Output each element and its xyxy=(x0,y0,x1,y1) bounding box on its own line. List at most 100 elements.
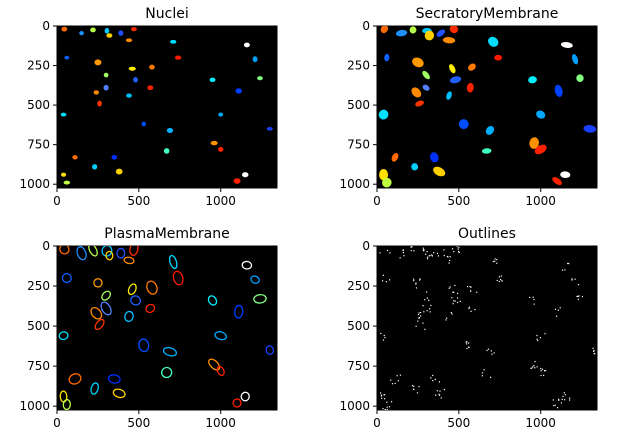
secretory-blob xyxy=(436,29,446,37)
plasma-membrane-objects xyxy=(58,246,275,410)
y-tick-label: 0 xyxy=(42,19,50,33)
outline-pixel xyxy=(443,254,445,257)
outline-pixel xyxy=(385,281,387,283)
outline-pixel xyxy=(476,291,478,293)
nucleus-blob xyxy=(111,154,118,160)
outline-pixel xyxy=(544,370,547,372)
outline-pixel xyxy=(491,353,493,355)
outline-pixel xyxy=(457,250,460,253)
outline-pixel xyxy=(498,280,500,283)
outline-pixel xyxy=(418,317,420,319)
nucleus-blob xyxy=(141,121,147,127)
outline-pixel xyxy=(501,280,503,282)
x-tick-label: 500 xyxy=(447,416,470,430)
outline-pixel xyxy=(449,256,451,258)
outline-pixel xyxy=(564,394,567,396)
outline-pixel xyxy=(432,374,434,377)
outline-pixel xyxy=(487,348,490,350)
nucleus-blob xyxy=(166,127,174,133)
outline-pixel xyxy=(494,260,496,262)
secretory-blob xyxy=(534,144,547,155)
outline-pixel xyxy=(453,291,455,293)
secretory-blob xyxy=(430,152,439,163)
membrane-ring xyxy=(233,304,244,319)
nucleus-blob xyxy=(94,59,102,66)
outline-pixel xyxy=(445,319,447,321)
outline-pixel xyxy=(402,252,405,254)
outline-pixel xyxy=(390,379,392,381)
outline-pixel xyxy=(420,315,422,317)
nucleus-blob xyxy=(233,178,241,184)
outline-pixel xyxy=(500,275,502,277)
outline-pixel xyxy=(429,308,431,310)
outline-pixel xyxy=(560,402,563,404)
secretory-blob xyxy=(379,168,389,181)
outline-pixel xyxy=(557,309,559,311)
outline-pixel xyxy=(424,328,426,331)
membrane-ring xyxy=(112,388,126,399)
outline-pixel xyxy=(581,295,584,298)
membrane-ring xyxy=(123,256,135,265)
outline-pixel xyxy=(451,297,453,299)
outline-pixel xyxy=(568,399,571,401)
nucleus-blob xyxy=(252,56,258,63)
outline-pixel xyxy=(426,310,428,312)
outline-pixel xyxy=(465,341,467,343)
outline-pixel xyxy=(380,394,382,396)
outline-pixel xyxy=(386,406,388,408)
outline-pixel xyxy=(418,316,421,319)
outline-pixel xyxy=(435,394,437,396)
outline-pixel xyxy=(381,395,383,397)
outline-pixel xyxy=(379,252,381,254)
outline-pixel xyxy=(443,249,445,251)
x-tick-label: 0 xyxy=(53,194,61,208)
outline-pixel xyxy=(426,258,429,260)
outline-pixel xyxy=(536,334,538,337)
outline-pixel xyxy=(391,383,394,385)
outline-pixel xyxy=(382,339,385,341)
outline-pixel xyxy=(456,297,459,299)
nucleus-blob xyxy=(170,39,177,44)
outline-pixel xyxy=(389,279,391,281)
membrane-ring xyxy=(101,290,111,301)
secretory-blob xyxy=(442,37,456,44)
outline-pixel xyxy=(449,286,451,288)
membrane-ring xyxy=(58,331,69,341)
membrane-ring xyxy=(240,391,250,402)
outline-pixel xyxy=(559,307,561,309)
nucleus-blob xyxy=(241,172,249,178)
x-tick-label: 500 xyxy=(127,194,150,208)
secretory-blob xyxy=(433,166,446,177)
outline-pixel xyxy=(530,367,533,369)
outline-pixel xyxy=(544,333,546,335)
x-tick-label: 500 xyxy=(447,194,470,208)
outline-pixel xyxy=(386,401,388,403)
nucleus-blob xyxy=(93,90,99,95)
x-tick-label: 1000 xyxy=(205,416,236,430)
membrane-ring xyxy=(146,280,158,295)
outline-pixel xyxy=(466,347,468,350)
outline-pixel xyxy=(426,250,428,253)
outline-pixel xyxy=(577,284,580,286)
outline-pixel xyxy=(382,274,384,276)
outline-pixel xyxy=(454,284,456,287)
secratory-membrane-image xyxy=(376,25,598,189)
outline-pixel xyxy=(436,390,438,392)
outline-pixel xyxy=(437,255,440,257)
y-tick-label: 750 xyxy=(347,359,370,373)
outline-pixel xyxy=(470,310,472,313)
outline-pixel xyxy=(382,408,384,410)
secretory-blob xyxy=(449,64,456,74)
outline-pixel xyxy=(540,367,542,370)
nucleus-blob xyxy=(257,76,263,81)
y-tick-label: 500 xyxy=(27,319,50,333)
secretory-blob xyxy=(458,119,469,129)
outline-pixel xyxy=(496,279,498,282)
y-tick-label: 750 xyxy=(27,359,50,373)
outline-pixel xyxy=(451,248,454,250)
nucleus-blob xyxy=(235,88,242,94)
secretory-blob xyxy=(391,152,399,162)
nucleus-blob xyxy=(92,164,98,170)
secretory-blob xyxy=(583,125,597,133)
